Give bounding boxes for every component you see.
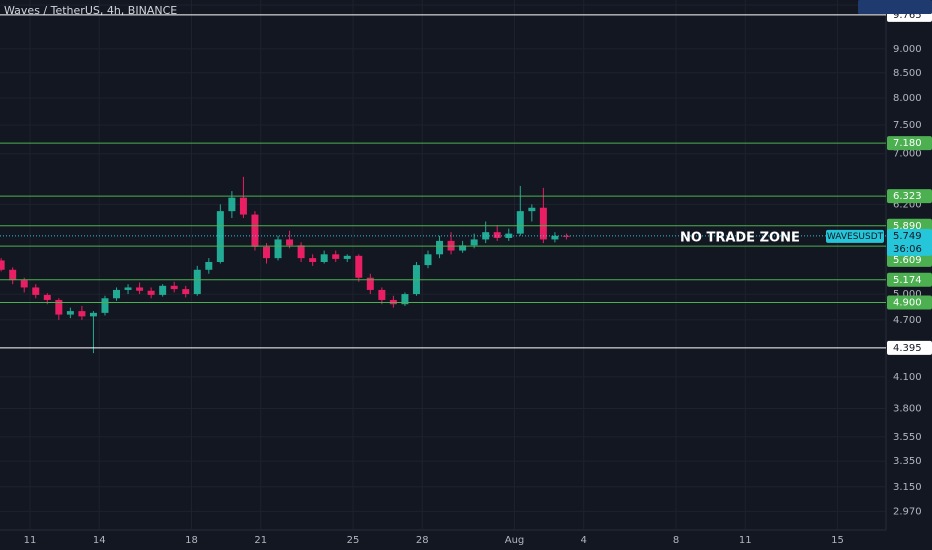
candle-body [516,211,524,234]
candle-body [286,239,294,246]
y-tick-label: 3.550 [893,432,922,443]
candle-body [297,245,305,259]
x-tick-label: 18 [185,535,198,546]
candle-body [0,260,5,270]
level-label: 5.174 [893,275,922,286]
level-label-bg [887,252,932,267]
candle-body [343,255,351,259]
candle-body [101,298,109,313]
candle-body [551,235,559,240]
y-tick-label: 7.000 [893,149,922,160]
y-tick-label: 4.100 [893,372,922,383]
candle-body [332,254,340,259]
candle-body [89,312,97,317]
x-tick-label: Aug [505,535,525,546]
level-label-bg [887,136,932,151]
candle-body [401,294,409,305]
candle-body [251,214,259,247]
x-tick-label: 25 [347,535,360,546]
candle-body [124,287,132,290]
candle-body [193,269,201,295]
candle-body [355,255,363,278]
level-label: 5.890 [893,221,922,232]
y-tick-label: 8.500 [893,68,922,79]
candle-body [55,299,63,315]
candle-body [147,290,155,295]
candle-body [274,239,282,259]
candle-body [562,235,570,237]
candle-body [66,311,74,315]
candle-body [136,287,144,291]
countdown-label: 36:06 [893,244,922,255]
x-tick-label: 8 [673,535,679,546]
level-label-bg [887,340,932,355]
y-tick-label: 5.000 [893,289,922,300]
x-tick-label: 14 [93,535,106,546]
y-tick-label: 3.800 [893,404,922,415]
candle-body [216,211,224,262]
y-tick-label: 2.970 [893,506,922,517]
level-label: 4.395 [893,343,922,354]
candle-body [309,258,317,262]
last-price-bg [887,228,932,256]
candle-body [366,277,374,290]
level-label: 7.180 [893,138,922,149]
candle-body [239,197,247,215]
level-label: 5.609 [893,255,922,266]
level-label: 9.765 [893,10,922,21]
candle-body [482,232,490,240]
candle-body [470,239,478,246]
annotation: NO TRADE ZONE [680,230,800,245]
candle-body [378,289,386,300]
candle-body [493,232,501,238]
y-tick-label: 8.000 [893,93,922,104]
candle-body [20,280,28,288]
candle-body [228,197,236,212]
level-label-bg [887,272,932,287]
candle-body [159,285,167,295]
level-label-bg [887,189,932,204]
candle-body [113,289,121,299]
x-tick-label: 28 [416,535,429,546]
candle-body [78,311,86,317]
candle-body [505,233,513,238]
candle-body [182,289,190,295]
candle-body [43,294,51,300]
x-tick-label: 21 [254,535,267,546]
chart-title: Waves / TetherUS, 4h, BINANCE [4,4,177,17]
y-tick-label: 3.150 [893,482,922,493]
candle-body [32,287,40,295]
candle-body [424,254,432,266]
y-tick-label: 6.200 [893,199,922,210]
candle-body [436,240,444,255]
y-tick-label: 7.500 [893,120,922,131]
candle-body [539,207,547,240]
level-label: 6.323 [893,191,922,202]
x-tick-label: 11 [24,535,37,546]
candle-body [528,207,536,212]
candle-body [320,254,328,262]
y-tick-label: 3.350 [893,456,922,467]
candle-body [170,285,178,290]
x-tick-label: 11 [739,535,752,546]
low-label-bg [858,0,932,14]
last-price-label: 5.749 [893,231,922,242]
y-tick-label: 9.000 [893,44,922,55]
symbol-label: WAVESUSDT [827,232,884,242]
candle-body [262,246,270,259]
y-tick-label: 4.700 [893,315,922,326]
x-tick-label: 15 [831,535,844,546]
candle-body [9,269,17,281]
level-label-bg [887,295,932,310]
x-tick-label: 4 [581,535,587,546]
level-label: 4.900 [893,298,922,309]
candle-body [459,245,467,251]
candle-body [205,261,213,270]
symbol-label-bg [826,229,884,243]
